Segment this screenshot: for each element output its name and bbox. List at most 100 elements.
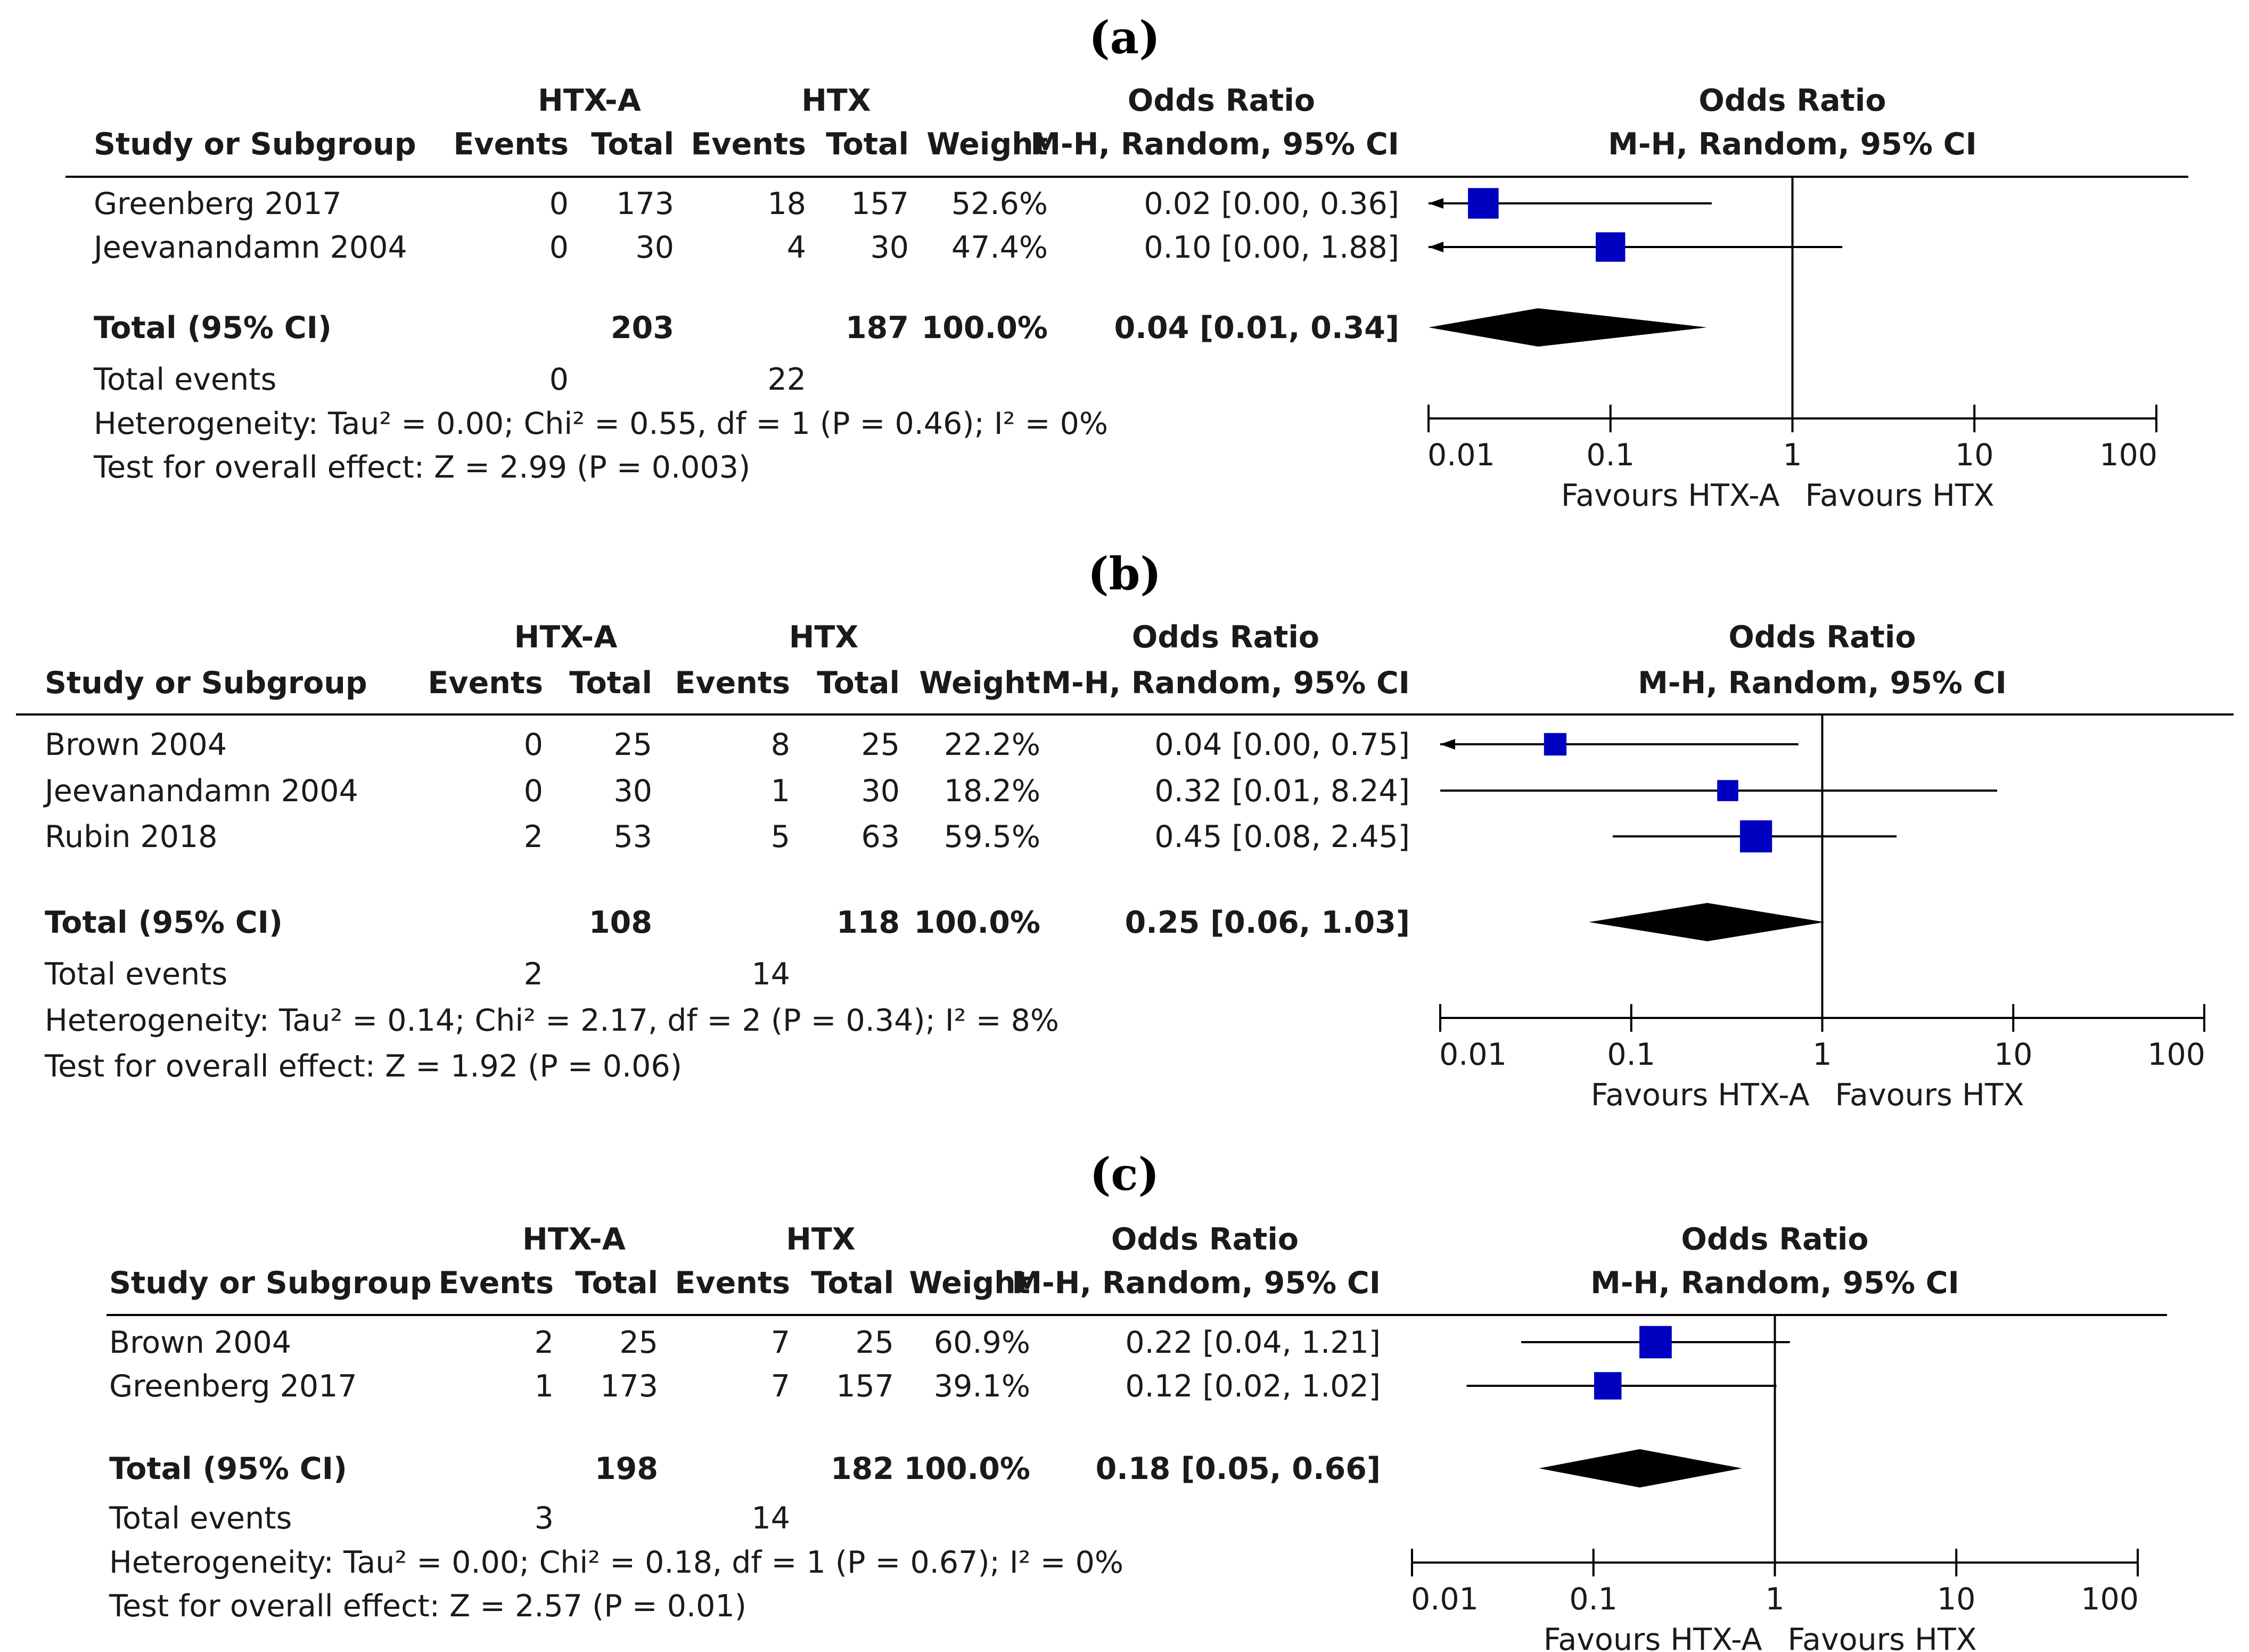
study-marker: [1596, 232, 1626, 262]
or-title-header: Odds Ratio: [1128, 83, 1315, 118]
total-events-label: Total events: [44, 957, 227, 992]
ci-cell: 0.22 [0.04, 1.21]: [1125, 1325, 1381, 1360]
panel-label: (b): [1088, 547, 1161, 600]
panel-label: (c): [1090, 1148, 1160, 1201]
ci-cell: 0.02 [0.00, 0.36]: [1144, 186, 1399, 221]
events2-cell: 7: [771, 1369, 790, 1404]
events1-cell: 0: [549, 230, 569, 265]
total1-cell: 173: [600, 1369, 658, 1404]
total1-cell: 30: [635, 230, 674, 265]
weight-cell: 39.1%: [934, 1369, 1030, 1404]
total2-cell: 25: [861, 727, 900, 762]
study-name: Jeevanandamn 2004: [92, 230, 407, 265]
total-label: Total (95% CI): [45, 905, 283, 940]
x-tick-label: 100: [2081, 1582, 2139, 1617]
ci-cell: 0.10 [0.00, 1.88]: [1144, 230, 1399, 265]
weight-cell: 59.5%: [944, 819, 1040, 854]
plot-method-header: M-H, Random, 95% CI: [1638, 665, 2007, 701]
weight-cell: 18.2%: [944, 774, 1040, 809]
events2-cell: 1: [771, 774, 790, 809]
events2-cell: 8: [771, 727, 790, 762]
overall-effect-text: Test for overall effect: Z = 2.57 (P = 0…: [109, 1589, 746, 1624]
events1-cell: 1: [535, 1369, 554, 1404]
panel-label: (a): [1089, 11, 1160, 64]
forest-panel-a: (a) HTX-A HTX Odds Ratio Odds Ratio Study or …: [65, 11, 2188, 513]
x-tick-label: 1: [1812, 1037, 1832, 1072]
events2-header: Events: [675, 665, 790, 701]
study-name: Greenberg 2017: [94, 186, 342, 221]
favours-left-label: Favours HTX-A: [1591, 1078, 1810, 1113]
total-events-label: Total events: [93, 362, 276, 397]
study-header: Study or Subgroup: [45, 665, 367, 701]
total1-cell: 25: [619, 1325, 658, 1360]
x-tick-label: 10: [1937, 1582, 1976, 1617]
favours-left-label: Favours HTX-A: [1544, 1622, 1762, 1652]
weight-cell: 47.4%: [951, 230, 1048, 265]
study-marker: [1739, 820, 1772, 853]
x-tick-label: 0.01: [1439, 1037, 1507, 1072]
x-tick-label: 100: [2147, 1037, 2205, 1072]
events1-cell: 0: [549, 186, 569, 221]
weight-header: Weight: [926, 127, 1048, 162]
total1-sum: 198: [595, 1451, 658, 1486]
total2-cell: 157: [836, 1369, 894, 1404]
ci-arrow-left: [1429, 198, 1443, 209]
group2-header: HTX: [789, 620, 859, 655]
ci-arrow-left: [1429, 242, 1443, 252]
total1-sum: 108: [589, 905, 652, 940]
forest-panel-b: (b) HTX-A HTX Odds Ratio Odds Ratio Study or …: [16, 547, 2234, 1113]
study-name: Rubin 2018: [45, 819, 218, 854]
total2-cell: 25: [855, 1325, 894, 1360]
weight-cell: 22.2%: [944, 727, 1040, 762]
weight-header: Weight: [909, 1265, 1030, 1301]
total2-cell: 30: [870, 230, 909, 265]
total2-sum: 182: [831, 1451, 894, 1486]
total1-sum: 203: [611, 310, 674, 346]
total1-cell: 25: [613, 727, 652, 762]
total-events2: 14: [751, 957, 790, 992]
ci-summary: 0.04 [0.01, 0.34]: [1114, 310, 1399, 346]
x-tick-label: 100: [2099, 438, 2157, 473]
x-tick-label: 1: [1765, 1582, 1784, 1617]
ci-summary: 0.18 [0.05, 0.66]: [1096, 1451, 1381, 1486]
ci-cell: 0.45 [0.08, 2.45]: [1154, 819, 1410, 854]
weight-sum: 100.0%: [922, 310, 1048, 346]
weight-sum: 100.0%: [914, 905, 1040, 940]
total2-cell: 30: [861, 774, 900, 809]
summary-diamond: [1589, 903, 1825, 941]
overall-effect-text: Test for overall effect: Z = 2.99 (P = 0…: [93, 450, 750, 485]
weight-cell: 52.6%: [951, 186, 1048, 221]
events1-header: Events: [428, 665, 543, 701]
events1-cell: 2: [535, 1325, 554, 1360]
weight-header: Weight: [919, 665, 1040, 701]
total-events2: 22: [767, 362, 806, 397]
total2-header: Total: [817, 665, 900, 701]
group1-header: HTX-A: [514, 620, 618, 655]
events2-header: Events: [675, 1265, 790, 1301]
total1-header: Total: [569, 665, 652, 701]
total1-header: Total: [591, 127, 674, 162]
favours-right-label: Favours HTX: [1835, 1078, 2024, 1113]
or-title-header: Odds Ratio: [1132, 620, 1319, 655]
events2-cell: 7: [771, 1325, 790, 1360]
total2-header: Total: [826, 127, 909, 162]
plot-title-header: Odds Ratio: [1728, 620, 1916, 655]
total-events1: 2: [524, 957, 543, 992]
events1-header: Events: [438, 1265, 554, 1301]
study-name: Brown 2004: [45, 727, 227, 762]
plot-method-header: M-H, Random, 95% CI: [1608, 127, 1977, 162]
favours-left-label: Favours HTX-A: [1561, 478, 1780, 513]
x-tick-label: 0.01: [1427, 438, 1495, 473]
overall-effect-text: Test for overall effect: Z = 1.92 (P = 0…: [44, 1049, 682, 1084]
x-tick-label: 0.1: [1586, 438, 1635, 473]
total1-cell: 173: [616, 186, 674, 221]
heterogeneity-text: Heterogeneity: Tau² = 0.00; Chi² = 0.55,…: [94, 406, 1108, 441]
study-name: Jeevanandamn 2004: [43, 774, 358, 809]
total-events2: 14: [751, 1501, 790, 1536]
total2-header: Total: [811, 1265, 894, 1301]
forest-panel-c: (c) HTX-A HTX Odds Ratio Odds Ratio Study or …: [106, 1148, 2167, 1652]
study-name: Greenberg 2017: [109, 1369, 357, 1404]
study-marker: [1468, 188, 1499, 219]
total-events1: 3: [535, 1501, 554, 1536]
